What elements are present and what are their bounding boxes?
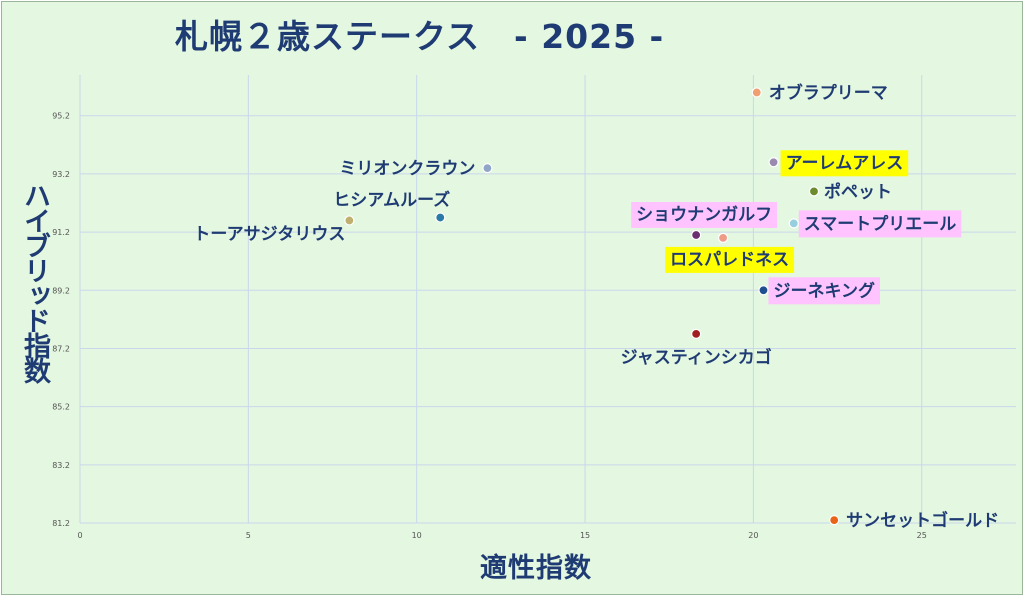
data-point (482, 162, 493, 174)
point-label: ヒシアムルーズ (333, 190, 450, 211)
point-label: ロスパレドネス (665, 246, 795, 273)
point-label-text: ショウナンガルフ (636, 205, 772, 225)
point-label: ショウナンガルフ (631, 202, 778, 228)
y-axis-label: ハイブリッド指数 (19, 182, 50, 382)
data-point (768, 157, 779, 168)
point-label: アーレムアレス (780, 150, 909, 177)
x-axis-label: 適性指数 (480, 553, 592, 584)
x-tick-label: 5 (246, 531, 251, 540)
point-label-highlight (798, 210, 962, 238)
point-label-text: スマートプリエール (804, 213, 957, 234)
point-label-text: トーアサジタリウス (193, 224, 345, 244)
point-label-text: ミリオンクラウン (339, 159, 475, 179)
x-tick-label: 20 (748, 531, 758, 540)
y-tick-label: 93.2 (52, 170, 70, 179)
point-label-text: サンセットゴールド (846, 510, 999, 531)
data-point (751, 87, 762, 98)
y-tick-label: 95.2 (52, 112, 70, 121)
data-point (691, 328, 702, 340)
point-label-text: ジーネキング (773, 280, 875, 301)
point-label-text: オブラプリーマ (769, 82, 888, 103)
point-label-text: ヒシアムルーズ (333, 190, 450, 211)
point-label-text: ロスパレドネス (670, 250, 789, 270)
y-tick-label: 83.2 (52, 461, 70, 470)
point-label: ジーネキング (768, 277, 880, 305)
tick-labels: 0 5 10 15 20 25 81.2 83.2 85.2 87.2 89.2 91.2 93.2 95… (52, 112, 927, 540)
data-point (717, 232, 729, 244)
x-tick-label: 15 (580, 531, 590, 540)
y-tick-label: 87.2 (52, 344, 70, 353)
point-label: ジャスティンシカゴ (621, 347, 772, 368)
point-label: オブラプリーマ (769, 82, 888, 103)
point-label-text: アーレムアレス (786, 153, 904, 173)
data-point (344, 215, 355, 226)
data-point (788, 218, 799, 229)
data-point (829, 514, 840, 526)
y-tick-label: 81.2 (52, 519, 70, 528)
point-label: トーアサジタリウス (193, 224, 345, 244)
data-point (808, 186, 820, 197)
point-label-highlight (780, 150, 909, 177)
point-label-highlight (665, 246, 795, 273)
data-point (435, 212, 446, 223)
x-tick-label: 25 (917, 531, 927, 540)
y-tick-label: 85.2 (52, 403, 70, 412)
point-label: ポペット (824, 181, 892, 202)
x-tick-label: 0 (77, 531, 82, 540)
point-label-highlight (631, 202, 778, 228)
data-point (758, 285, 769, 296)
x-tick-label: 10 (412, 531, 422, 540)
point-label: ミリオンクラウン (339, 159, 475, 179)
point-label: スマートプリエール (798, 210, 962, 238)
chart-title: 札幌２歳ステークス - 2025 - (175, 17, 665, 56)
y-tick-label: 89.2 (52, 286, 70, 295)
y-tick-label: 91.2 (52, 228, 70, 237)
point-label-highlight (768, 277, 880, 305)
point-label-text: ジャスティンシカゴ (621, 347, 772, 368)
point-label-text: ポペット (824, 181, 892, 202)
data-point (691, 229, 702, 241)
data-points (344, 87, 840, 526)
point-label: サンセットゴールド (846, 510, 999, 531)
